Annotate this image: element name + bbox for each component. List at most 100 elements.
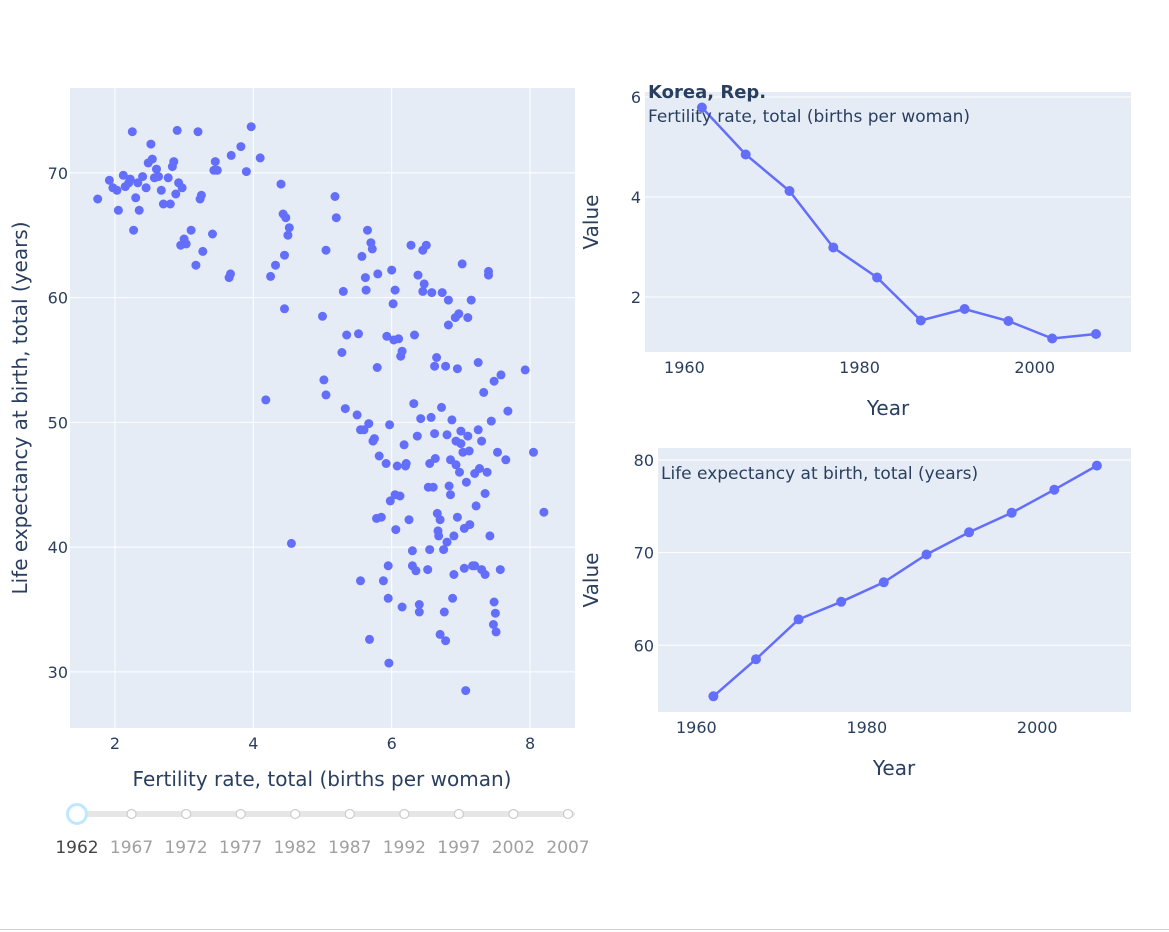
year-slider-stop[interactable]	[344, 808, 355, 820]
year-slider-label[interactable]: 1972	[164, 838, 207, 858]
scatter-point	[496, 370, 506, 380]
scatter-point	[397, 346, 407, 356]
fertility-series-line	[700, 106, 1097, 340]
scatter-point	[414, 607, 424, 617]
scatter-point	[196, 190, 206, 200]
fertility-timeseries-plot: 1960 1980 2000 2 4 6 Korea, Rep. Fertility r…	[579, 82, 1131, 420]
scatter-point	[134, 205, 144, 215]
life-expectancy-point	[751, 654, 761, 665]
scatter-point	[321, 245, 331, 255]
scatter-point	[484, 270, 493, 280]
scatter-point	[127, 127, 137, 137]
scatter-point	[480, 489, 490, 498]
scatter-y-axis-title: Life expectancy at birth, total (years)	[8, 221, 32, 594]
scatter-point	[241, 167, 251, 177]
year-slider-stop[interactable]	[508, 808, 519, 820]
scatter-point	[457, 259, 467, 269]
scatter-point	[503, 406, 513, 416]
scatter-point	[364, 419, 374, 429]
year-slider-label[interactable]: 1977	[219, 838, 262, 858]
scatter-point	[473, 425, 483, 435]
scatter-point	[456, 426, 466, 436]
scatter-point	[383, 593, 393, 603]
scatter-point	[133, 178, 143, 188]
year-slider-label[interactable]: 2007	[546, 838, 589, 858]
scatter-point	[442, 537, 452, 547]
scatter-point	[444, 481, 454, 491]
year-slider-rail[interactable]	[70, 811, 575, 817]
scatter-point	[455, 467, 464, 477]
scatter-point	[104, 175, 114, 185]
scatter-point	[397, 602, 407, 612]
year-slider-label[interactable]: 1992	[383, 838, 426, 858]
scatter-point	[406, 240, 416, 250]
year-slider-stop[interactable]	[453, 808, 464, 820]
scatter-point	[529, 447, 538, 457]
scatter-point	[125, 174, 135, 184]
scatter-point	[470, 561, 480, 571]
year-slider-stop[interactable]	[126, 808, 137, 820]
scatter-point	[443, 295, 453, 305]
fertility-y-tick-label: 4	[631, 188, 641, 207]
year-slider-stop[interactable]	[235, 808, 246, 820]
scatter-point	[473, 358, 483, 367]
scatter-point	[356, 576, 365, 586]
scatter-point	[138, 172, 148, 182]
scatter-y-tick-label: 30	[48, 663, 68, 682]
fertility-plot-area	[645, 92, 1131, 352]
year-slider-label[interactable]: 1982	[274, 838, 317, 858]
scatter-point	[418, 286, 428, 296]
scatter-point	[448, 593, 458, 603]
scatter-point	[283, 230, 293, 240]
scatter-point	[425, 545, 435, 555]
life-expectancy-y-tick-label: 80	[634, 451, 654, 470]
year-slider-handle[interactable]	[66, 803, 88, 825]
year-slider-labels: 1962 1967 1972 1977 1982 1987 1992 1997 2002 2007	[55, 838, 589, 858]
scatter-point	[337, 348, 347, 357]
scatter-point	[493, 447, 502, 457]
scatter-point	[495, 565, 505, 575]
scatter-point	[169, 157, 179, 167]
year-slider-stop[interactable]	[399, 808, 410, 820]
scatter-x-tick-label: 6	[387, 734, 397, 753]
scatter-point	[382, 331, 392, 341]
year-slider-stop[interactable]	[290, 808, 301, 820]
scatter-point	[430, 454, 440, 463]
year-slider-label[interactable]: 1967	[110, 838, 153, 858]
scatter-point	[465, 520, 475, 530]
year-slider-stop[interactable]	[562, 808, 574, 820]
year-slider-label[interactable]: 1997	[437, 838, 480, 858]
scatter-point	[421, 240, 431, 250]
scatter-point	[461, 477, 471, 487]
scatter-point	[280, 304, 289, 314]
scatter-point	[426, 412, 436, 422]
scatter-point	[452, 364, 462, 374]
scatter-point	[210, 157, 220, 167]
scatter-point	[480, 570, 490, 579]
scatter-point	[423, 565, 433, 575]
year-slider[interactable]: 1962 1967 1972 1977 1982 1987 1992 1997 2002 2007	[55, 803, 590, 859]
scatter-point	[485, 531, 495, 541]
scatter-point	[165, 199, 175, 209]
life-expectancy-point	[964, 527, 975, 538]
year-slider-stop[interactable]	[181, 808, 192, 820]
scatter-point	[488, 620, 498, 629]
scatter-point	[430, 361, 440, 371]
fertility-y-tick-labels: 2 4 6	[631, 88, 641, 307]
life-expectancy-point	[793, 614, 804, 625]
scatter-point	[198, 246, 208, 256]
year-slider-label[interactable]: 1987	[328, 838, 371, 858]
scatter-point	[255, 153, 265, 163]
year-slider-label[interactable]: 1962	[55, 838, 98, 858]
scatter-point	[246, 122, 256, 132]
year-slider-label[interactable]: 2002	[492, 838, 535, 858]
scatter-point	[439, 607, 449, 617]
scatter-point	[464, 446, 474, 456]
scatter-point	[432, 353, 442, 362]
fertility-x-tick-label: 1980	[839, 358, 880, 377]
scatter-point	[539, 507, 549, 517]
fertility-x-tick-labels: 1960 1980 2000	[664, 358, 1055, 377]
scatter-point	[428, 482, 438, 492]
scatter-point	[146, 139, 156, 149]
